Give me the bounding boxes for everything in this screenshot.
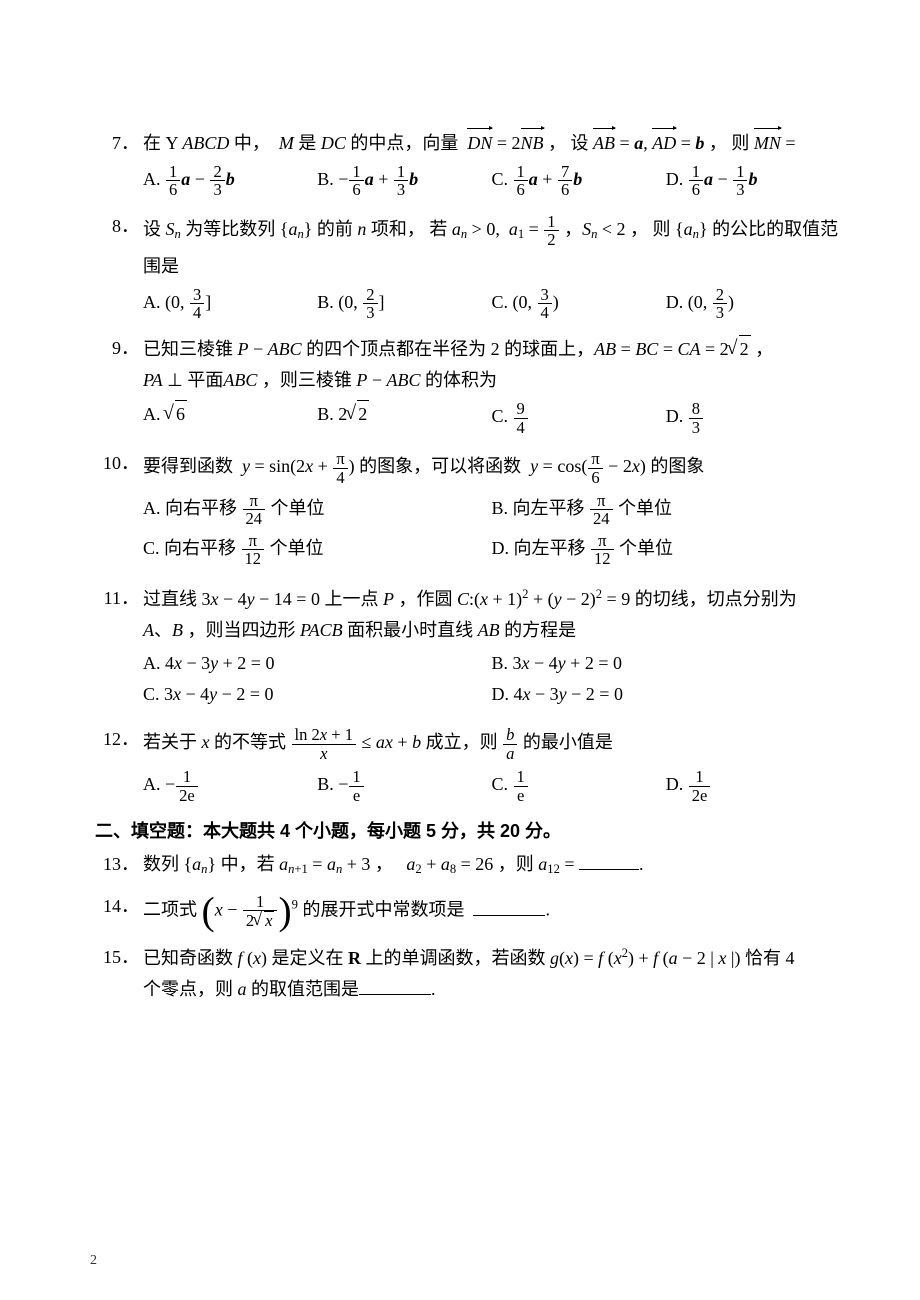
option-b: B. −16a + 13b	[317, 163, 491, 199]
question-number: 15．	[95, 944, 143, 971]
question-options: A. 16a − 23b B. −16a + 13b C. 16a + 76b …	[143, 163, 840, 199]
question-body: 过直线 3x − 4y − 14 = 0 上一点 P ，作圆 C:(x + 1)…	[143, 585, 840, 613]
question-14: 14． 二项式 (x − 12x)9 的展开式中常数项是 .	[95, 893, 840, 930]
option-a: A. 向右平移 π24 个单位	[143, 492, 492, 528]
question-stem: 13． 数列 {an} 中，若 an+1 = an + 3 ， a2 + a8 …	[95, 851, 840, 879]
question-continuation: A、B ，则当四边形 PACB 面积最小时直线 AB 的方程是	[143, 617, 840, 644]
option-b: B. −1e	[317, 768, 491, 804]
question-body: 二项式 (x − 12x)9 的展开式中常数项是 .	[143, 893, 840, 930]
section-2-heading: 二、填空题：本大题共 4 个小题，每小题 5 分，共 20 分。	[95, 818, 840, 845]
question-number: 12．	[95, 726, 143, 753]
question-body: 已知三棱锥 P − ABC 的四个顶点都在半径为 2 的球面上，AB = BC …	[143, 335, 840, 363]
question-options: A. 4x − 3y + 2 = 0 B. 3x − 4y + 2 = 0 C.…	[143, 650, 840, 712]
option-a: A. 6	[143, 400, 317, 436]
question-number: 11．	[95, 585, 143, 612]
question-13: 13． 数列 {an} 中，若 an+1 = an + 3 ， a2 + a8 …	[95, 851, 840, 879]
option-a: A. 16a − 23b	[143, 163, 317, 199]
option-b: B. (0, 23]	[317, 286, 491, 322]
option-c: C. 16a + 76b	[492, 163, 666, 199]
option-d: D. 16a − 13b	[666, 163, 840, 199]
question-body: 设 Sn 为等比数列 {an} 的前 n 项和， 若 an > 0, a1 = …	[143, 213, 840, 249]
question-options: A. 向右平移 π24 个单位 B. 向左平移 π24 个单位 C. 向右平移 …	[143, 492, 840, 572]
option-d: D. 83	[666, 400, 840, 436]
question-body: 若关于 x 的不等式 ln 2x + 1x ≤ ax + b 成立，则 ba 的…	[143, 726, 840, 762]
question-number: 9．	[95, 335, 143, 362]
question-12: 12． 若关于 x 的不等式 ln 2x + 1x ≤ ax + b 成立，则 …	[95, 726, 840, 804]
question-body: 已知奇函数 f (x) 是定义在 R 上的单调函数，若函数 g(x) = f (…	[143, 944, 840, 972]
question-stem: 12． 若关于 x 的不等式 ln 2x + 1x ≤ ax + b 成立，则 …	[95, 726, 840, 762]
question-stem: 15． 已知奇函数 f (x) 是定义在 R 上的单调函数，若函数 g(x) =…	[95, 944, 840, 972]
question-stem: 9． 已知三棱锥 P − ABC 的四个顶点都在半径为 2 的球面上，AB = …	[95, 335, 840, 363]
question-number: 13．	[95, 851, 143, 878]
option-c: C. 3x − 4y − 2 = 0	[143, 681, 492, 708]
question-options: A. 6 B. 22 C. 94 D. 83	[143, 400, 840, 436]
question-stem: 14． 二项式 (x − 12x)9 的展开式中常数项是 .	[95, 893, 840, 930]
option-b: B. 22	[317, 400, 491, 436]
question-11: 11． 过直线 3x − 4y − 14 = 0 上一点 P ，作圆 C:(x …	[95, 585, 840, 712]
question-options: A. −12e B. −1e C. 1e D. 12e	[143, 768, 840, 804]
question-body: 在 Y ABCD 中， M 是 DC 的中点，向量 DN = 2NB ， 设 A…	[143, 130, 840, 157]
option-c: C. 1e	[492, 768, 666, 804]
option-c: C. 94	[492, 400, 666, 436]
question-number: 10．	[95, 450, 143, 477]
option-c: C. (0, 34)	[492, 286, 666, 322]
question-continuation: PA ⊥ 平面ABC ，则三棱锥 P − ABC 的体积为	[143, 367, 840, 394]
question-body: 数列 {an} 中，若 an+1 = an + 3 ， a2 + a8 = 26…	[143, 851, 840, 879]
option-a: A. −12e	[143, 768, 317, 804]
question-7: 7． 在 Y ABCD 中， M 是 DC 的中点，向量 DN = 2NB ， …	[95, 130, 840, 199]
option-b: B. 向左平移 π24 个单位	[492, 492, 841, 528]
option-d: D. 12e	[666, 768, 840, 804]
question-10: 10． 要得到函数 y = sin(2x + π4) 的图象，可以将函数 y =…	[95, 450, 840, 571]
question-options: A. (0, 34] B. (0, 23] C. (0, 34) D. (0, …	[143, 286, 840, 322]
option-a: A. 4x − 3y + 2 = 0	[143, 650, 492, 677]
question-8: 8． 设 Sn 为等比数列 {an} 的前 n 项和， 若 an > 0, a1…	[95, 213, 840, 322]
option-a: A. (0, 34]	[143, 286, 317, 322]
question-15: 15． 已知奇函数 f (x) 是定义在 R 上的单调函数，若函数 g(x) =…	[95, 944, 840, 1003]
question-continuation: 围是	[143, 253, 840, 280]
question-body: 要得到函数 y = sin(2x + π4) 的图象，可以将函数 y = cos…	[143, 450, 840, 486]
option-d: D. 向左平移 π12 个单位	[492, 532, 841, 568]
question-number: 7．	[95, 130, 143, 157]
question-stem: 8． 设 Sn 为等比数列 {an} 的前 n 项和， 若 an > 0, a1…	[95, 213, 840, 249]
question-stem: 10． 要得到函数 y = sin(2x + π4) 的图象，可以将函数 y =…	[95, 450, 840, 486]
question-continuation: 个零点，则 a 的取值范围是.	[143, 976, 840, 1003]
option-d: D. (0, 23)	[666, 286, 840, 322]
question-number: 8．	[95, 213, 143, 240]
question-stem: 11． 过直线 3x − 4y − 14 = 0 上一点 P ，作圆 C:(x …	[95, 585, 840, 613]
option-c: C. 向右平移 π12 个单位	[143, 532, 492, 568]
option-d: D. 4x − 3y − 2 = 0	[492, 681, 841, 708]
question-9: 9． 已知三棱锥 P − ABC 的四个顶点都在半径为 2 的球面上，AB = …	[95, 335, 840, 436]
option-b: B. 3x − 4y + 2 = 0	[492, 650, 841, 677]
question-number: 14．	[95, 893, 143, 920]
question-stem: 7． 在 Y ABCD 中， M 是 DC 的中点，向量 DN = 2NB ， …	[95, 130, 840, 157]
page-number: 2	[90, 1250, 97, 1271]
